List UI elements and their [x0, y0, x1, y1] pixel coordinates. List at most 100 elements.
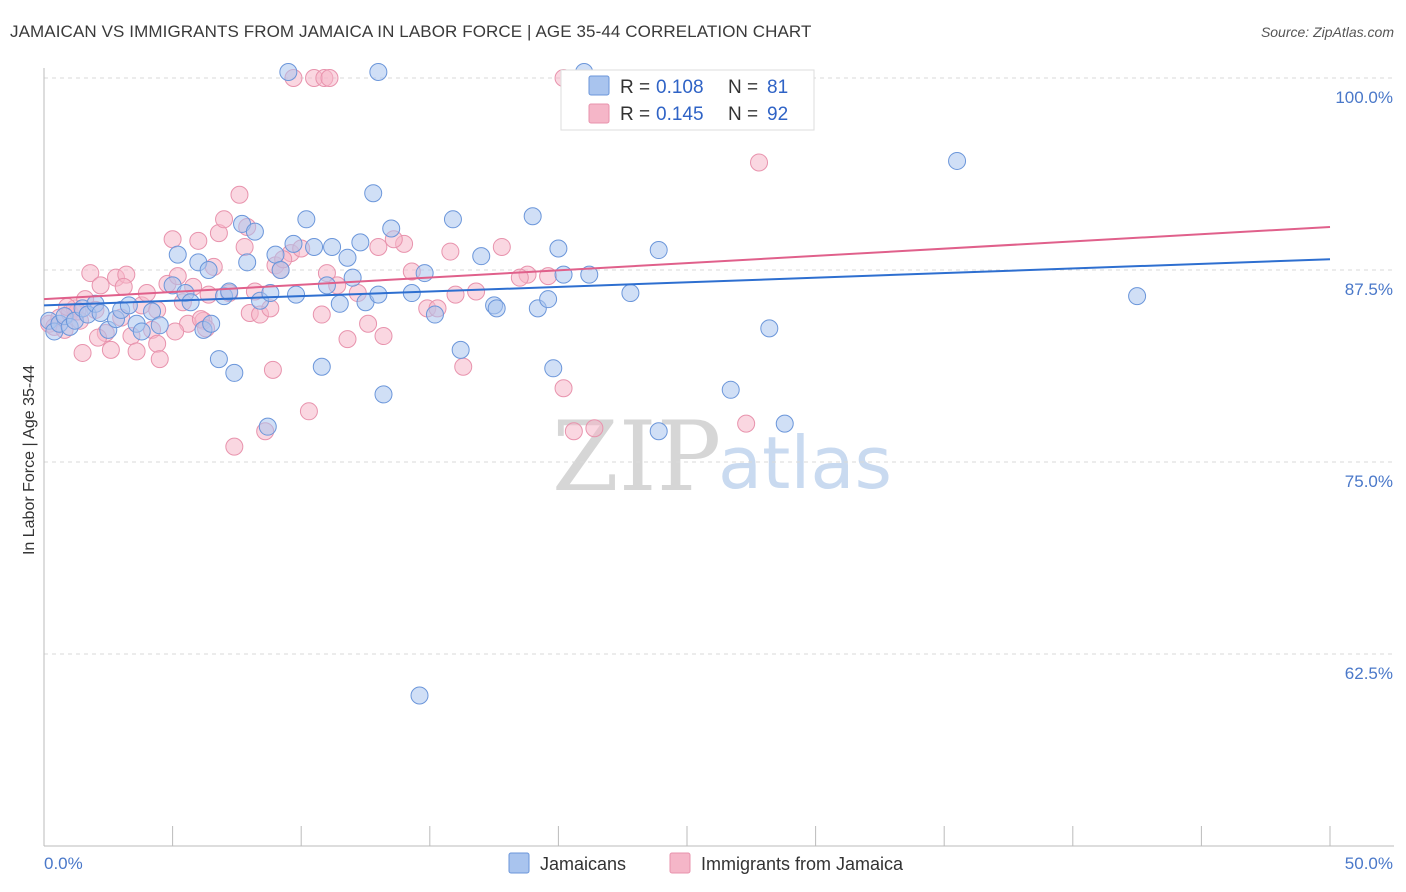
jamaicans-point: [119, 296, 138, 315]
jamaicans-point: [374, 385, 393, 404]
x-tick-marks: [43, 826, 1331, 846]
jamaicans-point: [258, 417, 277, 436]
jamaicans-point: [330, 294, 349, 313]
jamaicans-point: [91, 304, 110, 323]
jamaicans-point: [1128, 287, 1147, 306]
immigrants-point: [492, 237, 511, 256]
chart-title: JAMAICAN VS IMMIGRANTS FROM JAMAICA IN L…: [10, 22, 812, 41]
immigrants-point: [163, 230, 182, 249]
jamaicans-point: [245, 222, 264, 241]
y-tick-label: 62.5%: [1345, 664, 1393, 683]
series-jamaicans-points: [40, 63, 1147, 705]
jamaicans-point: [209, 350, 228, 369]
jamaicans-point: [425, 305, 444, 324]
jamaicans-point: [487, 299, 506, 318]
immigrants-trend-line: [43, 225, 1331, 301]
immigrants-point: [299, 402, 318, 421]
immigrants-point: [564, 422, 583, 441]
legend-swatch-jamaicans: [588, 75, 610, 96]
immigrants-point: [369, 237, 388, 256]
y-tick-label: 100.0%: [1335, 88, 1393, 107]
immigrants-point: [737, 414, 756, 433]
immigrants-point: [467, 282, 486, 301]
correlation-legend: R = 0.108 N = 81 R = 0.145 N = 92: [560, 69, 815, 131]
jamaicans-point: [451, 340, 470, 359]
jamaicans-point: [351, 233, 370, 252]
watermark: ZIP atlas: [552, 401, 892, 513]
watermark-zip: ZIP: [552, 401, 721, 513]
bottom-legend-swatch-jamaicans: [508, 852, 530, 874]
y-tick-label: 87.5%: [1345, 280, 1393, 299]
jamaicans-point: [132, 322, 151, 341]
jamaicans-point: [649, 422, 668, 441]
jamaicans-point: [305, 237, 324, 256]
jamaicans-point: [369, 63, 388, 81]
legend-swatch-immigrants: [588, 103, 610, 124]
legend-r-label-immigrants: R =: [620, 104, 650, 125]
bottom-legend-label-immigrants: Immigrants from Jamaica: [701, 854, 904, 874]
jamaicans-point: [338, 248, 357, 267]
immigrants-point: [114, 277, 133, 296]
immigrants-point: [189, 231, 208, 250]
immigrants-point: [554, 379, 573, 398]
legend-n-value-jamaicans: 81: [767, 77, 788, 98]
immigrants-point: [441, 242, 460, 261]
jamaicans-point: [721, 380, 740, 399]
jamaicans-point: [271, 261, 290, 279]
jamaicans-point: [202, 314, 221, 333]
jamaicans-point: [549, 239, 568, 258]
immigrants-point: [101, 340, 120, 359]
immigrants-point: [263, 360, 282, 379]
legend-n-label-jamaicans: N =: [728, 77, 758, 98]
jamaicans-point: [472, 247, 491, 266]
jamaicans-point: [181, 293, 200, 312]
immigrants-point: [320, 69, 339, 87]
jamaicans-point: [279, 63, 298, 81]
gridlines: [44, 77, 1394, 655]
legend-n-value-immigrants: 92: [767, 104, 788, 125]
axes: [43, 68, 1394, 847]
jamaicans-point: [150, 316, 169, 335]
jamaicans-point: [317, 276, 336, 295]
jamaicans-point: [523, 207, 542, 226]
series-legend: Jamaicans Immigrants from Jamaica: [508, 852, 904, 874]
jamaicans-point: [621, 284, 640, 303]
x-tick-label-max: 50.0%: [1345, 854, 1393, 873]
y-tick-labels: 100.0% 87.5% 75.0% 62.5%: [1335, 88, 1393, 683]
immigrants-point: [215, 210, 234, 229]
legend-n-label-immigrants: N =: [728, 104, 758, 125]
jamaicans-point: [238, 253, 257, 272]
jamaicans-point: [297, 210, 316, 229]
immigrants-point: [359, 314, 378, 333]
bottom-legend-swatch-immigrants: [669, 852, 691, 874]
jamaicans-point: [554, 265, 573, 284]
immigrants-point: [446, 285, 465, 304]
jamaicans-point: [382, 219, 401, 238]
immigrants-point: [750, 153, 769, 172]
jamaicans-point: [775, 414, 794, 433]
jamaicans-point: [539, 290, 558, 309]
jamaicans-point: [312, 357, 331, 376]
bottom-legend-label-jamaicans: Jamaicans: [540, 854, 626, 874]
jamaicans-point: [544, 359, 563, 378]
jamaicans-point: [284, 234, 303, 253]
jamaicans-trend-line: [43, 258, 1331, 307]
immigrants-point: [150, 350, 169, 369]
jamaicans-point: [649, 241, 668, 260]
jamaicans-point: [369, 285, 388, 304]
jamaicans-point: [443, 210, 462, 229]
jamaicans-point: [168, 245, 187, 264]
watermark-atlas: atlas: [718, 421, 892, 505]
y-tick-label: 75.0%: [1345, 472, 1393, 491]
immigrants-point: [73, 343, 92, 362]
legend-r-value-immigrants: 0.145: [656, 104, 704, 125]
immigrants-point: [91, 276, 110, 295]
jamaicans-point: [760, 319, 779, 338]
jamaicans-point: [287, 285, 306, 304]
immigrants-point: [338, 330, 357, 349]
jamaicans-point: [410, 686, 429, 705]
y-axis-title: In Labor Force | Age 35-44: [21, 365, 38, 555]
immigrants-point: [225, 437, 244, 456]
legend-r-value-jamaicans: 0.108: [656, 77, 704, 98]
